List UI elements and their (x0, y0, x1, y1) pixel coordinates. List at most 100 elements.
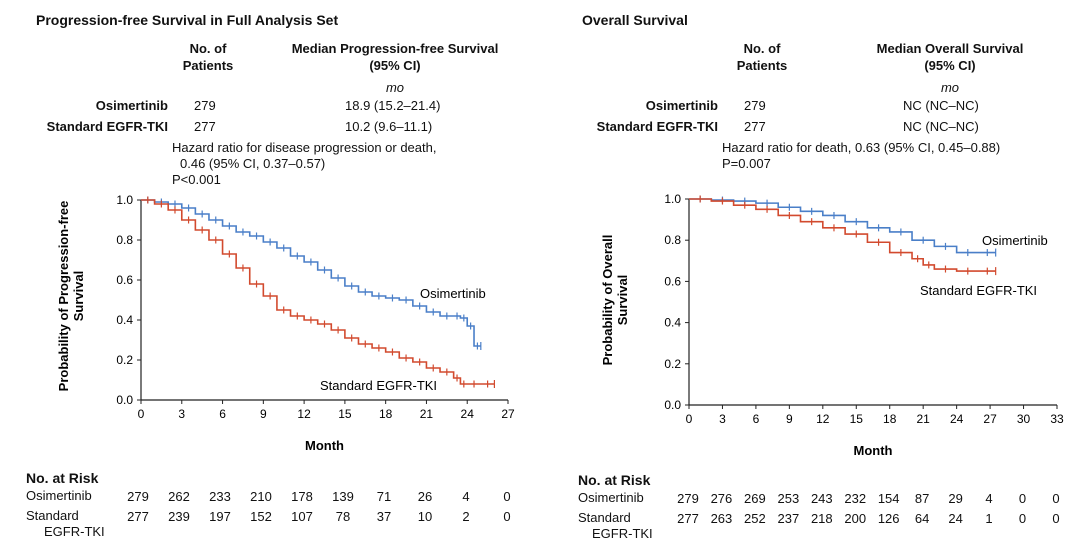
os-header-median: Median Overall Survival (95% CI) (840, 40, 1060, 74)
os-row1-median: NC (NC–NC) (903, 98, 979, 113)
os-x-axis-title: Month (854, 443, 893, 458)
os-header-median-line2: (95% CI) (924, 58, 976, 73)
os-y-axis-title-line: Survival (615, 275, 630, 326)
pfs-risk-value: 4 (462, 489, 470, 504)
os-header-median-line1: Median Overall Survival (876, 41, 1024, 56)
os-risk-value: 263 (710, 511, 733, 526)
os-x-tick-label: 6 (753, 412, 760, 426)
os-risk-value: 218 (810, 511, 833, 526)
pfs-y-tick-label: 0.6 (116, 273, 133, 287)
pfs-risk-value: 233 (209, 489, 231, 504)
os-risk-value: 277 (677, 511, 699, 526)
os-risk-label-standard-line1: Standard (578, 510, 631, 525)
os-risk-value: 276 (710, 491, 733, 506)
pfs-x-axis-title: Month (305, 438, 344, 453)
pfs-y-tick-label: 0.2 (116, 353, 133, 367)
pfs-risk-value: 26 (417, 489, 433, 504)
pfs-risk-value: 71 (376, 489, 392, 504)
os-risk-value: 232 (844, 491, 867, 506)
os-y-axis-title: Probability of OverallSurvival (600, 235, 630, 366)
pfs-x-tick-label: 15 (338, 407, 352, 421)
pfs-header-median-line2: (95% CI) (369, 58, 421, 73)
os-y-tick-label: 0.2 (664, 357, 681, 371)
pfs-x-tick-label: 0 (138, 407, 145, 421)
os-row2-median: NC (NC–NC) (903, 119, 979, 134)
pfs-row2-arm: Standard EGFR-TKI (46, 119, 168, 134)
os-x-tick-label: 24 (950, 412, 964, 426)
os-y-tick-label: 0.6 (664, 274, 681, 288)
pfs-risk-label-osimertinib: Osimertinib (26, 488, 92, 503)
pfs-header-patients-line2: Patients (182, 58, 234, 73)
pfs-risk-value: 197 (209, 509, 231, 524)
pfs-y-tick-label: 0.8 (116, 233, 133, 247)
pfs-row1-median: 18.9 (15.2–21.4) (345, 98, 441, 113)
os-y-axis-title-line: Probability of Overall (600, 235, 615, 366)
os-x-tick-label: 30 (1017, 412, 1031, 426)
os-series-label-standard: Standard EGFR-TKI (920, 283, 1037, 298)
os-risk-value: 4 (985, 491, 993, 506)
os-row2-arm: Standard EGFR-TKI (596, 119, 718, 134)
pfs-risk-value: 37 (376, 509, 392, 524)
os-series-osimertinib (689, 198, 996, 254)
os-risk-value: 154 (877, 491, 900, 506)
os-risk-title: No. at Risk (578, 472, 651, 488)
os-row1-arm: Osimertinib (645, 98, 718, 113)
os-risk-value: 252 (744, 511, 766, 526)
os-header-patients: No. of Patients (722, 40, 802, 74)
pfs-x-tick-label: 6 (219, 407, 226, 421)
os-risk-value: 0 (1018, 491, 1027, 506)
os-risk-value: 64 (914, 511, 930, 526)
pfs-header-patients: No. of Patients (168, 40, 248, 74)
pfs-annotation-line1: Hazard ratio for disease progression or … (172, 140, 437, 155)
pfs-x-tick-label: 12 (297, 407, 311, 421)
pfs-risk-value: 78 (335, 509, 351, 524)
pfs-risk-value: 0 (503, 489, 511, 504)
os-risk-label-standard: Standard EGFR-TKI (578, 510, 653, 542)
os-x-tick-label: 21 (917, 412, 931, 426)
os-y-tick-label: 0.4 (664, 316, 681, 330)
pfs-y-axis-title-line: Survival (71, 271, 86, 322)
pfs-risk-label-standard: Standard EGFR-TKI (26, 508, 105, 540)
pfs-header-median: Median Progression-free Survival (95% CI… (270, 40, 520, 74)
os-x-tick-label: 27 (983, 412, 997, 426)
pfs-series-label-osimertinib: Osimertinib (420, 286, 486, 301)
os-risk-value: 237 (777, 511, 800, 526)
pfs-risk-label-standard-line2: EGFR-TKI (44, 524, 105, 539)
pfs-y-tick-label: 0.0 (116, 393, 133, 407)
os-risk-value: 126 (877, 511, 900, 526)
pfs-y-tick-label: 0.4 (116, 313, 133, 327)
pfs-header-median-line1: Median Progression-free Survival (291, 41, 499, 56)
os-y-tick-label: 0.0 (664, 398, 681, 412)
pfs-risk-value: 178 (291, 489, 313, 504)
os-y-tick-label: 0.8 (664, 233, 681, 247)
pfs-risk-value: 239 (168, 509, 190, 524)
pfs-header-patients-line1: No. of (189, 41, 227, 56)
pfs-row1-patients: 279 (194, 98, 216, 113)
pfs-x-tick-label: 18 (379, 407, 393, 421)
pfs-risk-value: 2 (462, 509, 470, 524)
pfs-risk-title: No. at Risk (26, 470, 99, 486)
os-risk-value: 0 (1052, 511, 1060, 526)
pfs-risk-value: 277 (127, 509, 149, 524)
pfs-risk-value: 210 (250, 489, 272, 504)
os-row2-patients: 277 (744, 119, 766, 134)
pfs-series-label-standard: Standard EGFR-TKI (320, 378, 437, 393)
os-title: Overall Survival (582, 12, 688, 28)
pfs-unit: mo (385, 80, 405, 95)
os-risk-value: 200 (844, 511, 867, 526)
os-annotation-line1: Hazard ratio for death, 0.63 (95% CI, 0.… (722, 140, 1001, 155)
pfs-risk-value: 10 (417, 509, 433, 524)
pfs-y-axis-title-line: Probability of Progression-free (56, 201, 71, 392)
os-risk-value: 87 (914, 491, 930, 506)
os-risk-label-osimertinib: Osimertinib (578, 490, 644, 505)
os-risk-value: 24 (948, 511, 963, 526)
os-series-label-osimertinib: Osimertinib (982, 233, 1048, 248)
pfs-risk-value: 107 (291, 509, 313, 524)
os-x-tick-label: 3 (719, 412, 726, 426)
os-risk-value: 0 (1018, 511, 1027, 526)
pfs-x-tick-label: 9 (260, 407, 267, 421)
os-x-tick-label: 12 (816, 412, 830, 426)
os-header-patients-line1: No. of (743, 41, 781, 56)
os-series-standard (689, 198, 996, 272)
pfs-x-tick-label: 3 (178, 407, 185, 421)
